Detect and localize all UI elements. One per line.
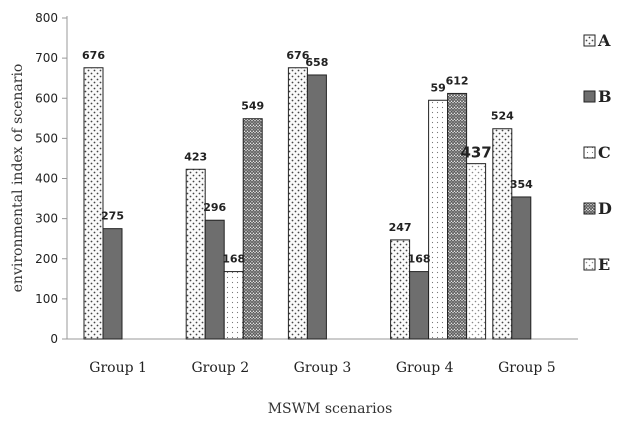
y-tick-label: 600: [35, 91, 58, 105]
bar-a-group-3: [287, 67, 308, 340]
bar-c-group-4: [428, 99, 449, 340]
bar-c-group-2: [223, 271, 244, 340]
data-label: 59: [430, 81, 445, 94]
x-tick-label: Group 5: [498, 360, 556, 376]
bar-b-group-1: [102, 228, 123, 340]
bar-d-group-2: [242, 118, 263, 340]
axes: 0 100 200 300 400 500 600 700 800 Group 1 Group 2 G…: [35, 11, 578, 376]
y-tick-label: 800: [35, 11, 58, 25]
bar-b-group-3: [306, 74, 327, 340]
data-label: 549: [241, 100, 264, 113]
bar-a-group-1: [83, 67, 104, 340]
legend-swatch-b: [583, 90, 596, 103]
data-label: 296: [203, 201, 226, 214]
data-labels: 6762754232961685496766582471685961243752…: [82, 49, 533, 266]
bar-d-group-4: [447, 92, 468, 340]
y-axis-title: environmental index of scenario: [10, 64, 26, 293]
bar-b-group-4: [409, 271, 430, 340]
data-label: 247: [389, 221, 412, 234]
data-label: 168: [222, 253, 245, 266]
data-label: 423: [184, 150, 207, 163]
y-tick-label: 400: [35, 172, 58, 186]
legend: A B C D E: [583, 31, 612, 274]
data-label: 612: [446, 74, 469, 87]
legend-label-d: D: [598, 199, 612, 218]
data-label: 524: [491, 110, 514, 123]
x-tick-label: Group 4: [396, 360, 454, 376]
legend-label-e: E: [598, 255, 610, 274]
bars: [83, 67, 532, 340]
x-tick-label: Group 3: [294, 360, 352, 376]
bar-e-group-4: [466, 163, 487, 340]
x-tick-label: Group 2: [191, 360, 249, 376]
data-label: 354: [510, 178, 533, 191]
bar-a-group-5: [492, 128, 513, 340]
data-label: 676: [82, 49, 105, 62]
data-label: 676: [286, 49, 309, 62]
bar-b-group-2: [204, 219, 225, 340]
y-tick-label: 300: [35, 212, 58, 226]
legend-swatch-e: [583, 258, 596, 271]
legend-swatch-c: [583, 146, 596, 159]
x-axis-title: MSWM scenarios: [268, 401, 393, 417]
data-label: 437: [460, 144, 491, 162]
y-tick-label: 100: [35, 292, 58, 306]
bar-a-group-2: [185, 168, 206, 340]
legend-swatch-d: [583, 202, 596, 215]
y-tick-label: 200: [35, 252, 58, 266]
y-tick-label: 0: [50, 332, 58, 346]
x-tick-label: Group 1: [89, 360, 147, 376]
y-tick-label: 500: [35, 131, 58, 145]
legend-label-b: B: [598, 87, 612, 106]
data-label: 658: [305, 56, 328, 69]
y-tick-label: 700: [35, 51, 58, 65]
data-label: 275: [101, 210, 124, 223]
legend-label-a: A: [597, 31, 611, 50]
data-label: 168: [408, 253, 431, 266]
bar-b-group-5: [511, 196, 532, 340]
legend-swatch-a: [583, 34, 596, 47]
legend-label-c: C: [598, 143, 611, 162]
